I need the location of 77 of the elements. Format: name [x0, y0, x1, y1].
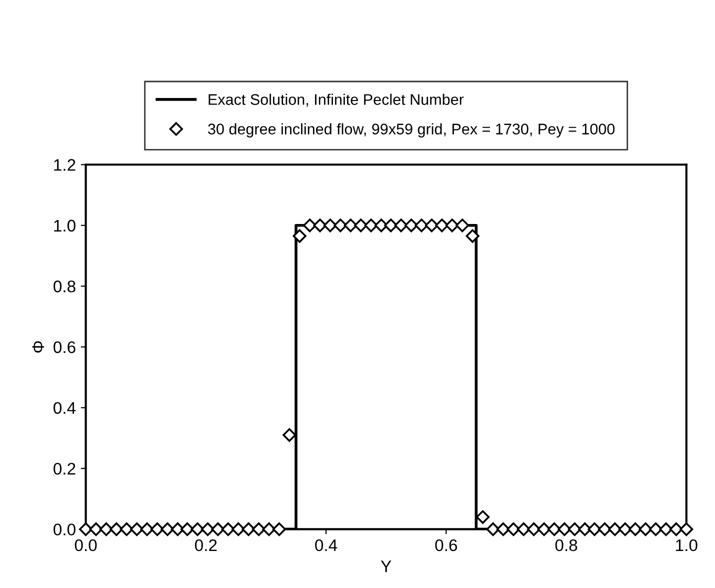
- point: [272, 522, 286, 536]
- point: [466, 229, 480, 243]
- point: [79, 522, 93, 536]
- point: [516, 522, 530, 536]
- point: [486, 522, 500, 536]
- point: [313, 218, 327, 232]
- point: [598, 522, 612, 536]
- x-tick-label: 0.2: [194, 539, 217, 552]
- point: [150, 522, 164, 536]
- point: [221, 522, 235, 536]
- point: [648, 522, 663, 536]
- y-tick-label: 0.6: [54, 341, 76, 354]
- y-tick-label: 1.2: [54, 159, 76, 171]
- point: [547, 522, 562, 536]
- legend-label: Exact Solution, Infinite Peclet Number: [208, 94, 464, 107]
- point: [638, 522, 652, 536]
- point: [527, 522, 541, 536]
- y-tick-label: 0.0: [54, 524, 76, 536]
- point: [414, 218, 428, 232]
- point: [578, 522, 592, 536]
- x-tick-label: 1.0: [676, 539, 698, 552]
- point: [140, 522, 154, 536]
- point: [262, 522, 276, 536]
- point: [170, 522, 184, 536]
- point: [628, 522, 642, 536]
- point: [608, 522, 622, 536]
- x-tick-label: 0.6: [435, 539, 458, 552]
- y-tick-label: 0.4: [54, 402, 76, 414]
- point: [456, 218, 470, 232]
- point: [323, 218, 338, 232]
- point: [282, 428, 296, 442]
- point: [506, 522, 520, 536]
- point: [435, 218, 449, 232]
- point: [232, 522, 246, 536]
- point: [160, 522, 174, 536]
- legend-label: 30 degree inclined flow, 99x59 grid, Pex = 1730, Pey = 1000: [208, 123, 615, 138]
- y-tick-label: 0.2: [54, 462, 76, 475]
- point: [384, 218, 398, 232]
- point: [292, 229, 306, 243]
- y-axis-title: Φ: [32, 341, 44, 353]
- point: [669, 522, 683, 536]
- point: [110, 522, 124, 536]
- point: [99, 522, 114, 536]
- point: [354, 218, 368, 232]
- point: [618, 522, 632, 536]
- point: [680, 522, 694, 536]
- point: [211, 522, 225, 536]
- point: [558, 522, 572, 536]
- point: [374, 218, 388, 232]
- x-tick-label: 0.8: [555, 539, 578, 552]
- y-tick-label: 1.0: [54, 220, 76, 232]
- point: [364, 218, 378, 232]
- point: [496, 522, 510, 536]
- point: [130, 522, 144, 536]
- point: [537, 522, 551, 536]
- point: [568, 522, 582, 536]
- point: [200, 522, 215, 536]
- point: [89, 522, 103, 536]
- point: [659, 522, 673, 536]
- point: [404, 218, 418, 232]
- point: [588, 522, 602, 536]
- point: [190, 522, 204, 536]
- point: [445, 218, 459, 232]
- point: [334, 218, 348, 232]
- y-tick-label: 0.8: [54, 280, 76, 292]
- x-tick-label: 0.4: [315, 539, 338, 552]
- point: [424, 218, 439, 232]
- point: [394, 218, 408, 232]
- x-axis-title: Y: [380, 560, 392, 572]
- point: [476, 510, 490, 524]
- point: [252, 522, 266, 536]
- point: [180, 522, 194, 536]
- point: [303, 218, 317, 232]
- x-tick-label: 0.0: [74, 539, 97, 552]
- point: [120, 522, 134, 536]
- point: [344, 218, 358, 232]
- point: [242, 522, 256, 536]
